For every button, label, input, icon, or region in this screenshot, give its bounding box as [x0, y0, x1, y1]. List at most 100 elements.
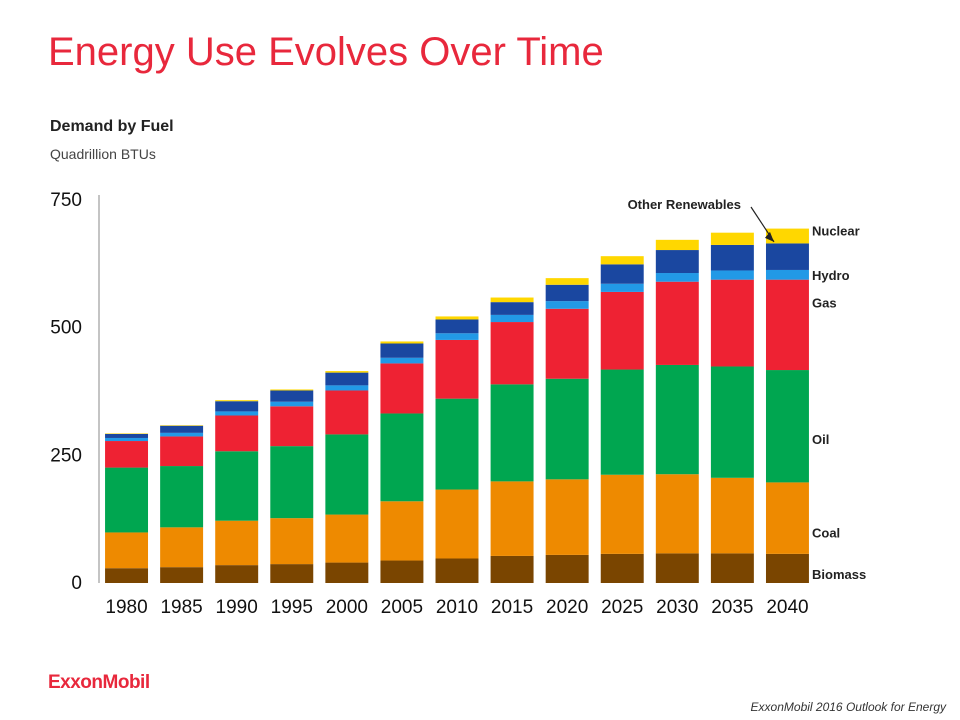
bar-segment	[765, 370, 809, 483]
chart-title: Demand by Fuel	[50, 118, 174, 135]
bar-segment	[435, 316, 479, 320]
bar-segment	[380, 363, 424, 414]
bar-segment	[710, 279, 754, 367]
bar-segment	[380, 501, 424, 561]
bar-segment	[600, 291, 644, 370]
footer-source: ExxonMobil 2016 Outlook for Energy	[750, 700, 946, 714]
bar-segment	[325, 385, 369, 391]
bar-segment	[765, 269, 809, 280]
bar-segment	[710, 244, 754, 271]
bar-segment	[105, 568, 149, 583]
annotation-arrowhead	[764, 231, 774, 242]
bar-segment	[160, 567, 204, 583]
bar-segment	[765, 482, 809, 554]
y-tick-label: 750	[50, 190, 82, 211]
y-tick-label: 0	[71, 573, 82, 594]
exxonmobil-logo: ExxonMobil	[48, 672, 150, 693]
bar-segment	[160, 425, 204, 433]
x-tick-label: 2020	[546, 597, 588, 618]
legend-label: Oil	[812, 432, 829, 447]
bar-segment	[380, 413, 424, 502]
bar-segment	[380, 343, 424, 358]
bar-segment	[160, 527, 204, 568]
bar-segment	[105, 433, 149, 438]
bar-segment	[325, 372, 369, 386]
bar-segment	[545, 378, 589, 480]
bar-segment	[600, 474, 644, 554]
bar-segment	[325, 390, 369, 435]
bar-segment	[655, 474, 699, 554]
bar-segment	[270, 406, 314, 447]
legend-label: Nuclear	[812, 224, 860, 239]
bar-segment	[545, 284, 589, 302]
bar-segment	[270, 390, 314, 402]
bar-segment	[490, 314, 534, 323]
bar-segment	[435, 319, 479, 334]
bar-segment	[765, 243, 809, 270]
bar-segment	[710, 366, 754, 478]
x-tick-label: 1985	[160, 597, 202, 618]
bar-segment	[710, 553, 754, 583]
bar-segment	[490, 302, 534, 315]
bar-segment	[160, 436, 204, 467]
bar-segment	[325, 514, 369, 563]
bar-segment	[710, 477, 754, 554]
bar-segment	[545, 278, 589, 285]
bar-segment	[655, 273, 699, 282]
bar-segment	[380, 560, 424, 583]
bar-segment	[380, 341, 424, 344]
bar-segment	[160, 432, 204, 437]
x-tick-label: 2000	[326, 597, 368, 618]
bar-segment	[490, 322, 534, 385]
bar-segment	[710, 270, 754, 280]
bar-segment	[215, 565, 259, 583]
bar-segment	[710, 232, 754, 245]
bar-segment	[215, 451, 259, 521]
chart-units: Quadrillion BTUs	[50, 146, 156, 162]
bar-segment	[765, 553, 809, 583]
x-tick-label: 2040	[766, 597, 808, 618]
bar-segment	[325, 562, 369, 583]
bar-segment	[435, 558, 479, 583]
bar-segment	[215, 411, 259, 416]
bar-segment	[490, 555, 534, 583]
x-tick-label: 2035	[711, 597, 753, 618]
x-tick-label: 2015	[491, 597, 533, 618]
bar-segment	[215, 401, 259, 412]
bar-segment	[490, 384, 534, 482]
legend-label: Biomass	[812, 567, 866, 582]
bar-segment	[600, 283, 644, 292]
bar-segment	[160, 466, 204, 528]
bar-segment	[655, 250, 699, 274]
bar-segment	[545, 554, 589, 583]
bar-segment	[545, 308, 589, 379]
bar-segment	[490, 297, 534, 303]
bar-segment	[105, 441, 149, 468]
x-tick-label: 2005	[381, 597, 423, 618]
bar-segment	[600, 264, 644, 284]
bar-segment	[270, 389, 314, 391]
bar-segment	[105, 437, 149, 442]
annotation-other-renewables: Other Renewables	[628, 197, 741, 212]
bar-segment	[325, 371, 369, 373]
bar-segment	[655, 239, 699, 251]
bar-segment	[765, 228, 809, 244]
bar-segment	[600, 369, 644, 475]
bar-segment	[380, 357, 424, 364]
y-tick-label: 500	[50, 318, 82, 339]
x-tick-label: 1990	[216, 597, 258, 618]
x-tick-label: 1980	[105, 597, 147, 618]
bar-segment	[600, 256, 644, 265]
bar-segment	[270, 564, 314, 583]
bar-segment	[215, 520, 259, 566]
bar-segment	[435, 339, 479, 399]
bar-segment	[600, 553, 644, 583]
x-tick-label: 2025	[601, 597, 643, 618]
y-tick-label: 250	[50, 445, 82, 466]
x-tick-label: 1995	[271, 597, 313, 618]
legend-label: Coal	[812, 525, 840, 540]
bar-segment	[435, 398, 479, 490]
bar-segment	[490, 481, 534, 556]
legend-label: Gas	[812, 295, 837, 310]
bar-segment	[655, 281, 699, 365]
